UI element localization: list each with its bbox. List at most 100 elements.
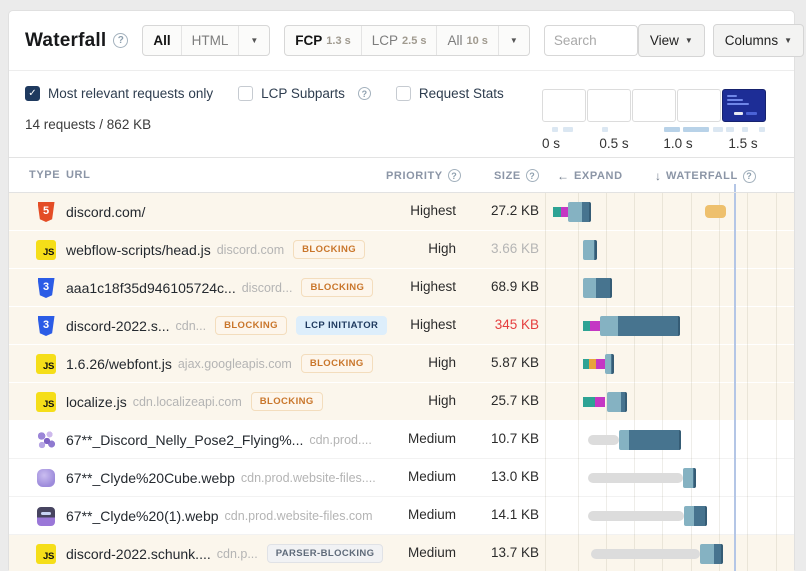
url-cell[interactable]: 67**_Clyde%20(1).webp cdn.prod.website-fi… bbox=[66, 497, 373, 534]
url-cell[interactable]: discord-2022.s... cdn... BLOCKING LCP INITI… bbox=[66, 307, 388, 344]
checkbox[interactable] bbox=[395, 86, 411, 101]
table-row[interactable]: JS discord-2022.schunk.... cdn.p... PARSER-… bbox=[9, 535, 794, 571]
waterfall-segment-wait bbox=[700, 544, 714, 564]
time-axis-label: 0 s bbox=[541, 136, 561, 151]
waterfall-segment-ssl bbox=[589, 359, 596, 369]
waterfall-segment-queued bbox=[588, 435, 619, 445]
filter-checkbox-item[interactable]: Request Stats bbox=[395, 86, 504, 101]
waterfall-segment-dns bbox=[583, 359, 589, 369]
waterfall-segment-dns bbox=[583, 397, 595, 407]
filmstrip-activity-tick bbox=[726, 127, 734, 132]
file-type-icon-img-cube bbox=[36, 468, 56, 488]
waterfall-cell[interactable] bbox=[545, 345, 794, 382]
waterfall-segment-wait bbox=[619, 430, 629, 450]
filmstrip-frame[interactable] bbox=[632, 89, 676, 122]
table-row[interactable]: 67**_Discord_Nelly_Pose2_Flying%... cdn.p… bbox=[9, 421, 794, 459]
table-row[interactable]: 3 discord-2022.s... cdn... BLOCKING LCP INIT… bbox=[9, 307, 794, 345]
table-row[interactable]: 5 discord.com/Highest 27.2 KB bbox=[9, 193, 794, 231]
url-cell[interactable]: 1.6.26/webfont.js ajax.googleapis.com BLOC… bbox=[66, 345, 373, 382]
column-header-priority[interactable]: PRIORITY ? bbox=[386, 169, 461, 182]
table-row[interactable]: JS 1.6.26/webfont.js ajax.googleapis.com BL… bbox=[9, 345, 794, 383]
size-header-label: SIZE bbox=[494, 169, 521, 182]
waterfall-cell[interactable] bbox=[545, 269, 794, 306]
waterfall-cell[interactable] bbox=[545, 307, 794, 344]
url-cell[interactable]: discord.com/ bbox=[66, 193, 145, 230]
filmstrip-frame[interactable] bbox=[587, 89, 631, 122]
file-type-icon-html5: 5 bbox=[36, 202, 56, 222]
filter-checkbox-item[interactable]: LCP Subparts? bbox=[238, 86, 371, 101]
waterfall-help-icon[interactable]: ? bbox=[742, 169, 756, 183]
priority-help-icon[interactable]: ? bbox=[447, 169, 461, 182]
view-button[interactable]: View ▼ bbox=[637, 24, 705, 57]
waterfall-cell[interactable] bbox=[545, 421, 794, 458]
waterfall-segment-download bbox=[582, 202, 591, 222]
waterfall-segment-download bbox=[694, 506, 707, 526]
waterfall-help-icon[interactable]: ? bbox=[113, 33, 129, 48]
waterfall-gridline bbox=[776, 193, 777, 571]
javascript-icon: JS bbox=[36, 544, 56, 564]
waterfall-segment-connect bbox=[561, 207, 569, 217]
columns-button[interactable]: Columns ▼ bbox=[712, 24, 804, 57]
expand-control[interactable]: ← EXPAND bbox=[557, 169, 623, 183]
frame-pill bbox=[734, 112, 743, 115]
metric-filter-option[interactable]: All 10 s bbox=[437, 26, 499, 55]
frame-content-line bbox=[727, 99, 743, 101]
waterfall-segment-download bbox=[618, 316, 680, 336]
url-cell[interactable]: 67**_Clyde%20Cube.webp cdn.prod.website-f… bbox=[66, 459, 376, 496]
waterfall-gridline bbox=[545, 193, 546, 571]
request-url: discord-2022.s... bbox=[66, 317, 170, 334]
checkbox[interactable] bbox=[238, 86, 254, 101]
checkbox[interactable]: ✓ bbox=[25, 86, 40, 101]
checkbox-help-icon[interactable]: ? bbox=[357, 87, 371, 100]
type-filter-group: All HTML ▼ bbox=[142, 25, 271, 56]
column-header-size[interactable]: SIZE ? bbox=[494, 169, 539, 182]
metric-filter-dropdown-icon[interactable]: ▼ bbox=[509, 36, 518, 45]
table-row[interactable]: 67**_Clyde%20Cube.webp cdn.prod.website-f… bbox=[9, 459, 794, 497]
filmstrip-frame[interactable] bbox=[542, 89, 586, 122]
waterfall-cell[interactable] bbox=[545, 193, 794, 230]
frame-content-line bbox=[727, 95, 737, 97]
waterfall-cell[interactable] bbox=[545, 535, 794, 571]
search-input[interactable] bbox=[543, 25, 638, 56]
column-header-url[interactable]: URL bbox=[66, 169, 91, 181]
table-row[interactable]: JS webflow-scripts/head.js discord.com BLOC… bbox=[9, 231, 794, 269]
url-cell[interactable]: webflow-scripts/head.js discord.com BLOCKI… bbox=[66, 231, 365, 268]
priority-cell: Medium bbox=[407, 507, 456, 522]
type-filter-option[interactable]: HTML bbox=[182, 26, 240, 55]
filmstrip-frame[interactable] bbox=[677, 89, 721, 122]
file-type-icon-js: JS bbox=[36, 354, 56, 374]
metric-marker-tick bbox=[734, 184, 736, 192]
metric-filter-option[interactable]: LCP 2.5 s bbox=[362, 26, 438, 55]
type-filter-dropdown-icon[interactable]: ▼ bbox=[250, 36, 259, 45]
waterfall-cell[interactable] bbox=[545, 497, 794, 534]
metric-filter-option[interactable]: FCP 1.3 s bbox=[285, 26, 362, 55]
url-cell[interactable]: discord-2022.schunk.... cdn.p... PARSER-BL… bbox=[66, 535, 384, 571]
filmstrip-frame[interactable] bbox=[722, 89, 766, 122]
request-url: aaa1c18f35d946105724c... bbox=[66, 279, 236, 296]
css3-icon: 3 bbox=[37, 316, 55, 336]
table-row[interactable]: 3 aaa1c18f35d946105724c... discord... BLOCK… bbox=[9, 269, 794, 307]
url-cell[interactable]: 67**_Discord_Nelly_Pose2_Flying%... cdn.p… bbox=[66, 421, 372, 458]
column-header-type[interactable]: TYPE bbox=[29, 169, 61, 181]
size-help-icon[interactable]: ? bbox=[525, 169, 539, 182]
badge-blocking: BLOCKING bbox=[301, 278, 374, 297]
size-cell: 68.9 KB bbox=[490, 279, 539, 294]
priority-cell: Medium bbox=[407, 469, 456, 484]
table-row[interactable]: 67**_Clyde%20(1).webp cdn.prod.website-fi… bbox=[9, 497, 794, 535]
filter-checkbox-item[interactable]: ✓ Most relevant requests only bbox=[25, 86, 213, 101]
waterfall-cell[interactable] bbox=[545, 383, 794, 420]
url-cell[interactable]: aaa1c18f35d946105724c... discord... BLOCKI… bbox=[66, 269, 374, 306]
waterfall-panel: Waterfall ? All HTML ▼ FCP 1.3 s LCP 2.5 s All… bbox=[8, 10, 804, 571]
badge-blocking: BLOCKING bbox=[293, 240, 365, 259]
waterfall-segment-queued bbox=[588, 473, 683, 483]
url-cell[interactable]: localize.js cdn.localizeapi.com BLOCKING bbox=[66, 383, 323, 420]
table-row[interactable]: JS localize.js cdn.localizeapi.com BLOCKING… bbox=[9, 383, 794, 421]
column-header-waterfall[interactable]: ↓ WATERFALL ? bbox=[655, 169, 756, 183]
type-filter-option[interactable]: All bbox=[143, 26, 182, 55]
file-type-icon-js: JS bbox=[36, 544, 56, 564]
filmstrip: 0 s 0.5 s 1.0 s 1.5 s bbox=[534, 89, 790, 155]
size-cell: 13.0 KB bbox=[490, 469, 539, 484]
waterfall-cell[interactable] bbox=[545, 459, 794, 496]
waterfall-cell[interactable] bbox=[545, 231, 794, 268]
javascript-icon: JS bbox=[36, 240, 56, 260]
